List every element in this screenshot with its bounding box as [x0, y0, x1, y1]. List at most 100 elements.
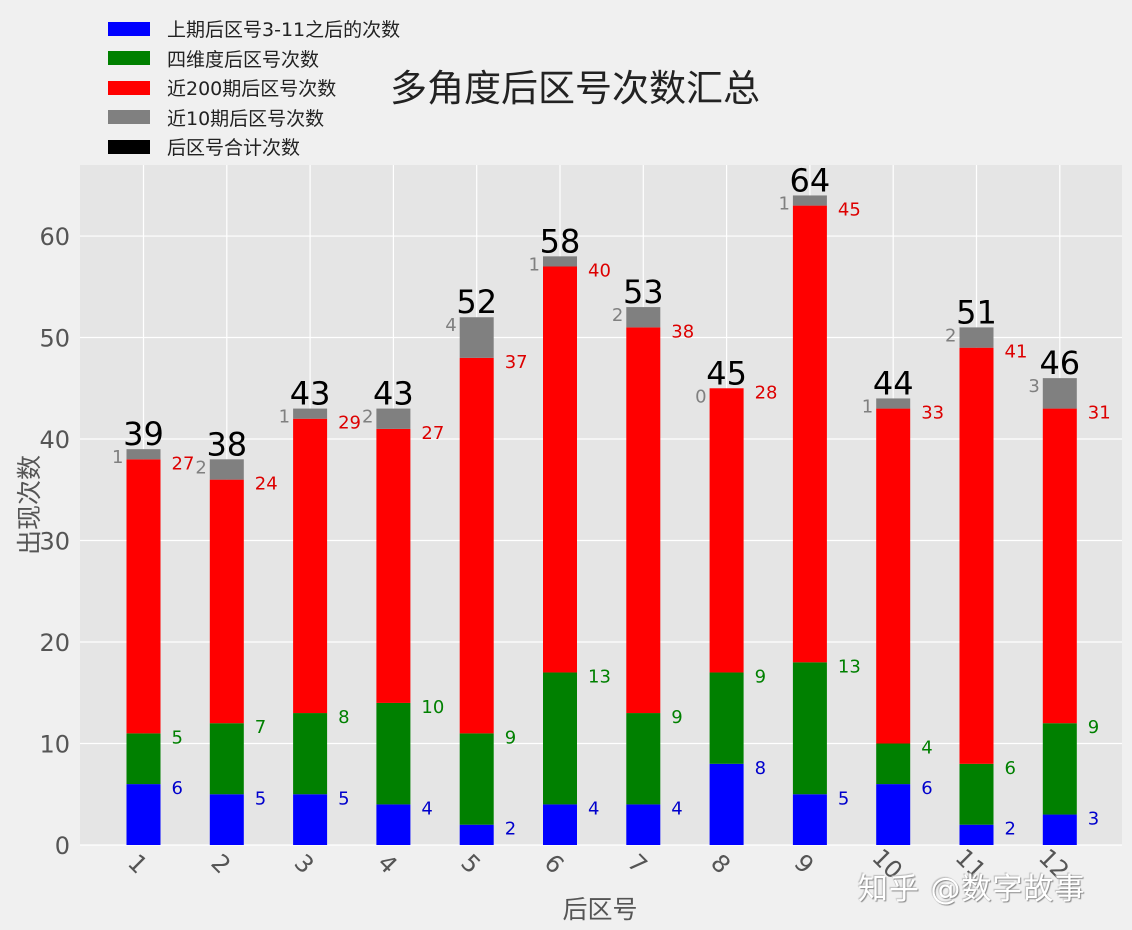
data-label: 5: [172, 727, 183, 748]
legend-swatch-blue: [108, 21, 150, 36]
data-label: 1: [279, 407, 290, 428]
total-label: 64: [790, 161, 831, 199]
legend: 上期后区号3-11之后的次数 四维度后区号次数 近200期后区号次数 近10期后…: [108, 14, 400, 162]
legend-label: 近10期后区号次数: [167, 107, 325, 130]
legend-label: 上期后区号3-11之后的次数: [167, 19, 401, 42]
legend-item-blue: 上期后区号3-11之后的次数: [108, 14, 400, 44]
data-label: 27: [172, 453, 195, 474]
bar-segment: [709, 672, 744, 764]
legend-item-red: 近200期后区号次数: [108, 73, 400, 103]
data-label: 13: [838, 656, 861, 677]
bar-segment: [1042, 814, 1077, 845]
legend-swatch-gray: [108, 110, 150, 125]
bar-segment: [876, 408, 911, 744]
data-label: 24: [255, 474, 278, 495]
x-axis-label: 后区号: [562, 895, 637, 924]
bar-segment: [126, 459, 161, 734]
legend-label: 近200期后区号次数: [167, 78, 337, 101]
bar-segment: [459, 733, 494, 825]
y-axis-ticks: 0 10 20 30 40 50 60: [39, 223, 70, 860]
bar-segment: [459, 317, 494, 358]
total-label: 46: [1039, 344, 1080, 382]
bar-segment: [1042, 378, 1077, 409]
data-label: 5: [255, 788, 266, 809]
bar-segment: [459, 824, 494, 845]
x-tick-label: 5: [455, 849, 486, 880]
data-label: 41: [1005, 342, 1028, 363]
bar-segment: [543, 672, 577, 805]
bar-segment: [792, 662, 827, 795]
x-tick-label: 7: [622, 849, 653, 880]
data-label: 4: [671, 798, 682, 819]
total-label: 52: [456, 283, 497, 321]
bar-segment: [709, 763, 744, 845]
bar-segment: [126, 449, 161, 460]
bar-segment: [876, 398, 911, 409]
total-label: 39: [123, 415, 164, 453]
data-label: 37: [505, 352, 528, 373]
data-label: 3: [1088, 809, 1099, 830]
y-tick-label: 40: [39, 426, 70, 454]
bars: [126, 195, 1077, 845]
plot-area: [80, 165, 1122, 845]
watermark: 知乎 @数字故事: [858, 872, 1086, 907]
bar-segment: [626, 713, 661, 805]
data-label: 7: [255, 717, 266, 738]
data-label: 4: [445, 315, 456, 336]
y-axis-label: 出现次数: [15, 455, 44, 555]
data-label: 38: [671, 321, 694, 342]
legend-item-gray: 近10期后区号次数: [108, 103, 400, 133]
data-label: 4: [421, 798, 432, 819]
bar-segment: [792, 794, 827, 845]
x-tick-label: 4: [372, 849, 403, 880]
data-label: 9: [755, 666, 766, 687]
data-label: 8: [338, 707, 349, 728]
x-tick-label: 6: [539, 849, 570, 880]
bar-segment: [1042, 723, 1077, 815]
data-label: 4: [921, 738, 932, 759]
bar-segment: [959, 763, 994, 825]
data-label: 6: [172, 778, 183, 799]
total-label: 58: [540, 222, 581, 260]
legend-label: 后区号合计次数: [167, 137, 301, 160]
x-tick-label: 9: [789, 849, 820, 880]
bar-segment: [209, 479, 244, 724]
bar-segment: [209, 723, 244, 795]
legend-swatch-black: [108, 139, 150, 154]
data-label: 2: [945, 325, 956, 346]
data-label: 10: [421, 697, 444, 718]
data-label: 2: [362, 407, 373, 428]
bar-segment: [293, 418, 328, 714]
total-label: 53: [623, 273, 664, 311]
bar-segment: [626, 307, 661, 328]
y-tick-label: 30: [39, 528, 70, 556]
bar-segment: [626, 327, 661, 714]
bar-segment: [543, 256, 577, 267]
data-label: 40: [588, 260, 611, 281]
data-label: 9: [1088, 717, 1099, 738]
bar-segment: [376, 702, 411, 805]
bar-segment: [876, 743, 911, 785]
legend-swatch-red: [108, 80, 150, 95]
legend-item-green: 四维度后区号次数: [108, 44, 400, 74]
total-label: 43: [290, 375, 331, 413]
bar-segment: [543, 804, 577, 845]
bar-segment: [543, 266, 577, 673]
y-tick-label: 60: [39, 223, 70, 251]
data-label: 2: [195, 457, 206, 478]
bar-segment: [626, 804, 661, 845]
bar-segment: [959, 327, 994, 348]
data-label: 9: [671, 707, 682, 728]
data-label: 2: [1005, 819, 1016, 840]
bar-segment: [376, 804, 411, 845]
data-label: 29: [338, 413, 361, 434]
y-tick-label: 10: [39, 731, 70, 759]
data-label: 6: [1005, 758, 1016, 779]
total-label: 51: [956, 293, 997, 331]
data-label: 4: [588, 798, 599, 819]
total-label: 38: [206, 425, 247, 463]
bar-segment: [209, 794, 244, 845]
data-label: 9: [505, 727, 516, 748]
data-label: 1: [112, 447, 123, 468]
